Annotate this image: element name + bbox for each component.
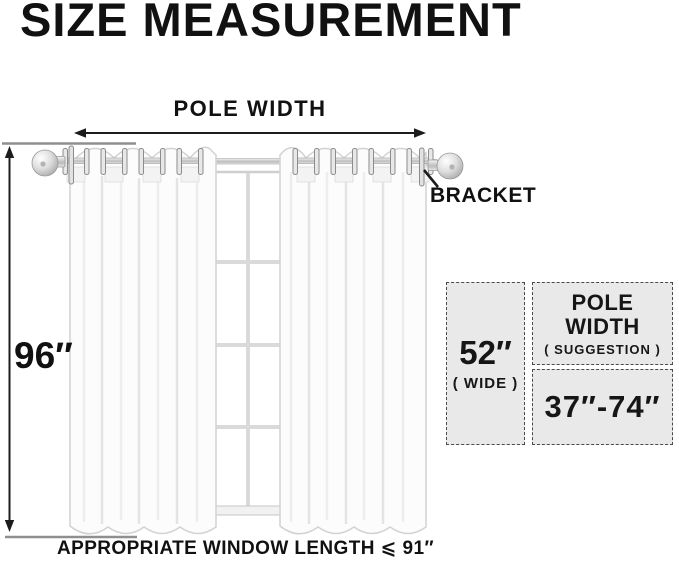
bracket-pointer-line xyxy=(422,169,440,188)
window xyxy=(204,170,294,516)
curtain-fabric xyxy=(69,146,217,535)
height-arrow xyxy=(4,146,15,532)
page-title: SIZE MEASUREMENT xyxy=(20,0,522,46)
window-length-note: APPROPRIATE WINDOW LENGTH ⩽ 91″ xyxy=(57,538,434,559)
curtain-folds xyxy=(289,172,405,524)
pole-width-suggestion-title: POLE WIDTH xyxy=(565,289,640,339)
pole-width-suggestion-subtitle: ( SUGGESTION ) xyxy=(544,341,661,357)
bracket-right xyxy=(419,147,425,187)
pole-width-range-box: 37″-74″ xyxy=(532,369,673,445)
pole-middle xyxy=(213,158,283,165)
pole-width-label: POLE WIDTH xyxy=(173,96,327,121)
pole-width-arrow xyxy=(74,128,426,138)
finial-right xyxy=(427,152,464,180)
bracket-left xyxy=(68,145,74,185)
bracket-label: BRACKET xyxy=(430,184,537,207)
pole-width-range-value: 37″-74″ xyxy=(544,389,661,424)
curtain-height-label: 96″ xyxy=(14,335,73,376)
panel-width-qualifier: ( WIDE ) xyxy=(452,375,519,392)
curtain-panel-right xyxy=(279,147,427,535)
curtain-panel-left xyxy=(69,146,217,535)
finial-left xyxy=(31,149,66,177)
pole-width-suggestion-box: POLE WIDTH ( SUGGESTION ) xyxy=(532,282,673,365)
panel-width-box: 52″ ( WIDE ) xyxy=(446,282,525,445)
panel-width-value: 52″ xyxy=(459,334,512,371)
curtain-folds xyxy=(82,172,199,524)
